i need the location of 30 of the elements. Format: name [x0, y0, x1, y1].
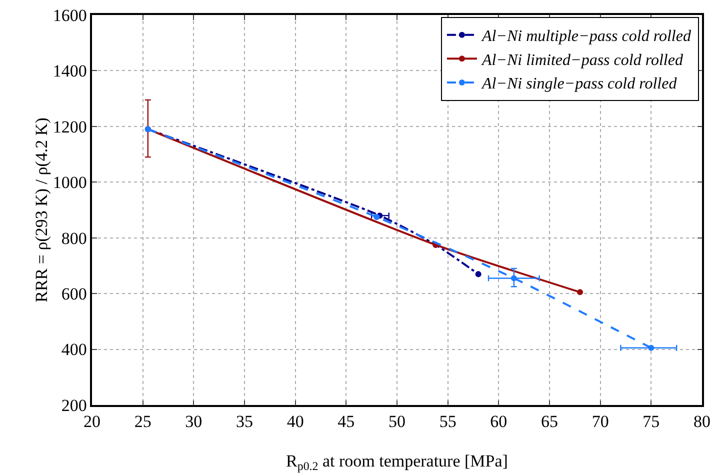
x-tick-label: 80	[694, 412, 710, 432]
x-axis-title: R$_{p0.2}$ at room temperature [MPa]	[286, 451, 508, 473]
x-tick-label: 60	[490, 412, 508, 432]
point	[510, 275, 517, 282]
y-tick-label: 1400	[52, 62, 87, 81]
legend-label: Al−Ni single−pass cold rolled	[480, 76, 678, 93]
y-tick-label: 200	[61, 396, 87, 415]
x-tick-label: 35	[236, 412, 253, 432]
x-tick-label: 30	[185, 412, 202, 432]
point	[374, 214, 380, 220]
legend-label: Al−Ni multiple−pass cold rolled	[480, 28, 692, 46]
y-tick-label: 1600	[52, 6, 87, 25]
y-axis-title: RRR = ρ(293 K) / ρ(4.2 K)	[32, 118, 51, 302]
x-tick-label: 70	[592, 412, 609, 432]
legend-label: Al−Ni limited−pass cold rolled	[480, 52, 684, 69]
point	[475, 271, 482, 278]
x-tick-label: 75	[642, 412, 660, 432]
y-tick-label: 800	[61, 228, 87, 248]
x-tick-label: 50	[388, 412, 406, 432]
y-tick-label: 1000	[52, 173, 87, 192]
y-tick-label: 400	[61, 340, 87, 360]
point	[648, 344, 654, 351]
x-tick-label: 25	[134, 412, 152, 432]
x-tick-label: 40	[286, 412, 304, 432]
x-tick-label: 20	[84, 412, 100, 432]
x-tick-label: 45	[338, 412, 355, 432]
y-tick-label: 600	[61, 284, 87, 304]
x-tick-label: 55	[439, 412, 456, 432]
x-tick-label: 65	[541, 412, 558, 432]
y-tick-label: 1200	[52, 117, 87, 136]
